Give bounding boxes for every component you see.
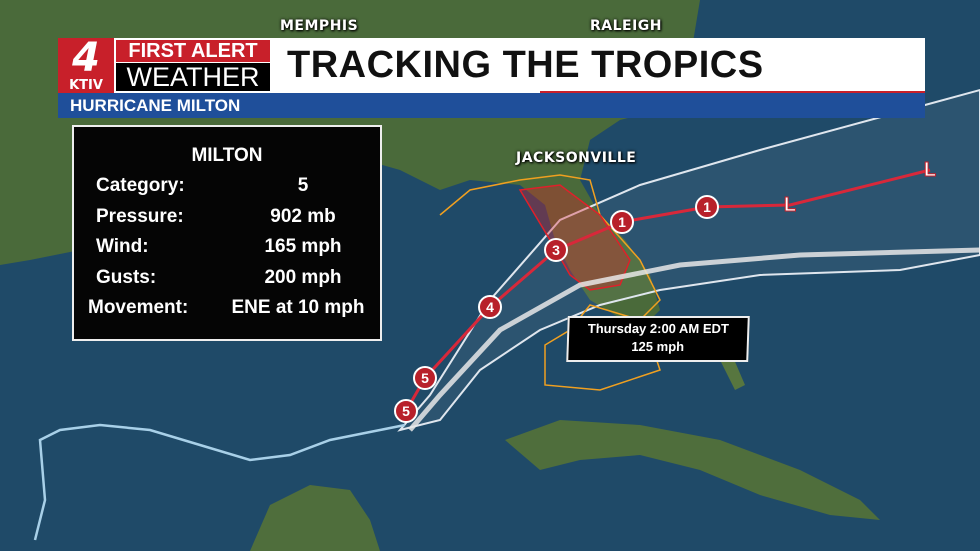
hurricane-icon: [695, 195, 719, 219]
subtitle-bar: HURRICANE MILTON: [58, 93, 925, 118]
forecast-path-band: [408, 247, 980, 432]
track-point-marker: 5: [413, 366, 437, 390]
callout-wind: 125 mph: [631, 339, 685, 354]
track-point-marker: 1: [695, 195, 719, 219]
track-point-label: 3: [552, 242, 560, 258]
info-label: Movement:: [88, 297, 189, 319]
info-value: ENE at 10 mph: [231, 297, 365, 319]
channel-logo: 4 KTIV: [58, 38, 114, 93]
track-point-label: 5: [402, 403, 410, 419]
track-point-label: 1: [703, 199, 711, 215]
land-cuba: [505, 420, 880, 520]
track-point-label: L: [784, 194, 796, 216]
subtitle: HURRICANE MILTON: [70, 96, 241, 115]
logo-first-alert: FIRST ALERT: [116, 40, 270, 62]
watch-area: [439, 174, 661, 391]
station-logo: 4 KTIV FIRST ALERT WEATHER: [58, 38, 272, 93]
info-value: 200 mph: [264, 266, 342, 288]
info-row-wind: Wind: 165 mph: [74, 232, 380, 263]
track-point-marker: 4: [478, 295, 502, 319]
info-row-category: Category: 5: [74, 171, 380, 202]
info-row-gusts: Gusts: 200 mph: [74, 263, 380, 294]
track-point-label: L: [924, 159, 936, 181]
track-point-marker: 3: [544, 238, 568, 262]
storm-name: MILTON: [191, 145, 263, 166]
city-label-memphis: MEMPHIS: [280, 18, 359, 34]
forecast-track-line: [404, 168, 931, 412]
city-label-jacksonville: JACKSONVILLE: [516, 150, 637, 166]
track-point-marker: L: [783, 194, 796, 217]
land-yucatan: [250, 485, 380, 551]
station-callsign: KTIV: [69, 78, 103, 93]
info-label: Category:: [96, 175, 185, 197]
track-point-marker: 5: [394, 399, 418, 423]
info-value: 902 mb: [270, 205, 336, 227]
track-point-marker: 1: [610, 210, 634, 234]
info-value: 5: [297, 175, 309, 197]
info-label: Gusts:: [96, 266, 157, 288]
channel-number: 4: [72, 38, 100, 81]
storm-info-box: MILTON Category: 5 Pressure: 902 mb Wind: 1…: [72, 125, 382, 341]
hurricane-icon: [478, 295, 502, 319]
hurricane-icon: [394, 399, 418, 423]
info-row-movement: Movement: ENE at 10 mph: [74, 293, 380, 324]
past-track: [33, 423, 406, 541]
track-point-label: 5: [421, 370, 429, 386]
city-label-raleigh: RALEIGH: [590, 18, 663, 34]
page-title: TRACKING THE TROPICS: [287, 44, 764, 86]
track-point-label: 4: [486, 299, 494, 315]
hurricane-icon: [544, 238, 568, 262]
info-value: 165 mph: [264, 236, 342, 258]
hurricane-icon: [413, 366, 437, 390]
accent-line: [540, 91, 925, 94]
logo-weather: WEATHER: [116, 63, 270, 91]
track-point-marker: L: [923, 159, 936, 182]
callout-time: Thursday 2:00 AM EDT: [587, 321, 730, 336]
info-label: Pressure:: [96, 205, 184, 227]
info-label: Wind:: [96, 236, 149, 258]
hurricane-icon: [610, 210, 634, 234]
track-point-label: 1: [618, 214, 626, 230]
forecast-callout: Thursday 2:00 AM EDT 125 mph: [566, 316, 750, 362]
info-row-pressure: Pressure: 902 mb: [74, 202, 380, 233]
cone-outer: [397, 88, 980, 432]
